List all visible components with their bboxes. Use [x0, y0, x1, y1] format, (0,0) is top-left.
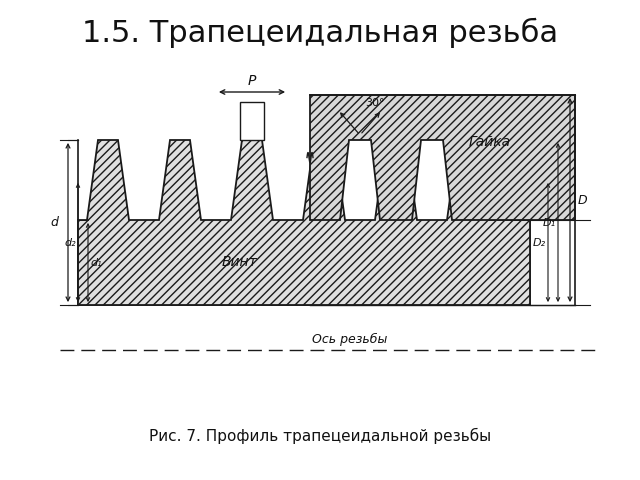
Text: D₁: D₁: [543, 217, 556, 228]
Text: Рис. 7. Профиль трапецеидальной резьбы: Рис. 7. Профиль трапецеидальной резьбы: [149, 428, 491, 444]
Text: P: P: [248, 74, 256, 88]
Bar: [240, 102, 264, 140]
Text: Винт: Винт: [222, 255, 258, 269]
Text: 30°: 30°: [365, 98, 385, 108]
Text: d₂: d₂: [65, 238, 76, 248]
Text: D₂: D₂: [533, 238, 546, 248]
Polygon shape: [310, 95, 575, 220]
Polygon shape: [78, 140, 530, 305]
Text: d: d: [50, 216, 58, 229]
Text: D: D: [578, 193, 588, 206]
Text: Ось резьбы: Ось резьбы: [312, 333, 388, 346]
Text: Гайка: Гайка: [469, 135, 511, 149]
Text: 1.5. Трапецеидальная резьба: 1.5. Трапецеидальная резьба: [82, 18, 558, 48]
Text: d₁: d₁: [90, 257, 102, 267]
